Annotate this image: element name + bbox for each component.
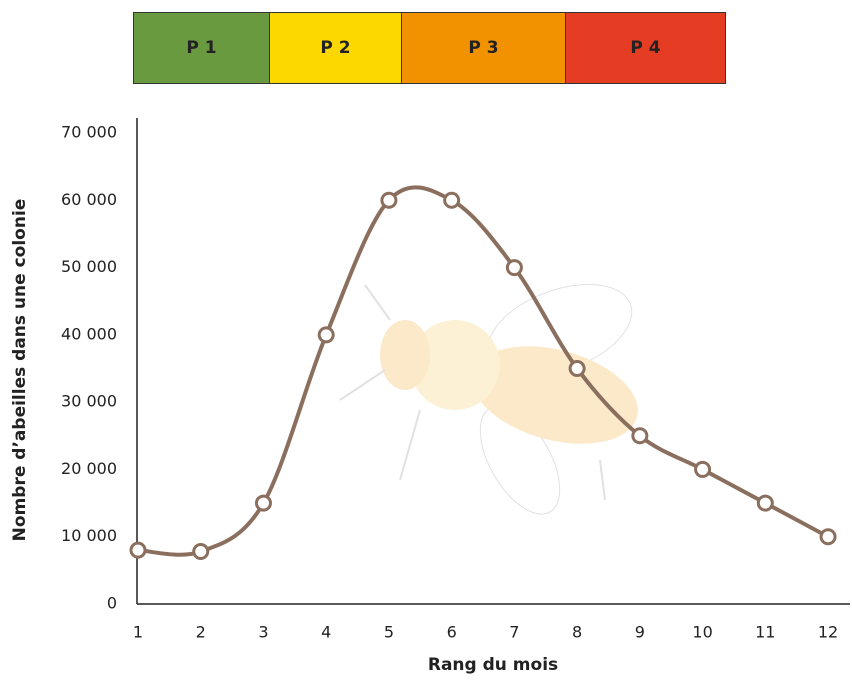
point bbox=[568, 360, 586, 377]
point bbox=[129, 541, 147, 559]
x-tick-label: 11 bbox=[755, 623, 775, 642]
x-tick-label: 4 bbox=[321, 623, 331, 642]
x-tick-label: 2 bbox=[196, 623, 206, 642]
point bbox=[631, 427, 649, 445]
y-tick-label: 20 000 bbox=[61, 459, 117, 478]
point bbox=[819, 528, 837, 546]
y-tick-label: 40 000 bbox=[61, 324, 117, 343]
y-tick-label: 0 bbox=[107, 594, 117, 613]
x-tick-label: 7 bbox=[509, 623, 519, 642]
period-band: P 2 bbox=[269, 12, 402, 84]
bee-illustration bbox=[339, 283, 638, 515]
x-tick-label: 1 bbox=[133, 623, 143, 642]
x-tick-label: 10 bbox=[692, 623, 712, 642]
y-tick-label: 60 000 bbox=[61, 190, 117, 209]
y-tick-label: 30 000 bbox=[61, 392, 117, 411]
x-tick-label: 3 bbox=[258, 623, 268, 642]
period-band: P 3 bbox=[401, 12, 566, 84]
point bbox=[192, 543, 210, 561]
x-tick-label: 12 bbox=[818, 623, 838, 642]
period-band: P 4 bbox=[565, 12, 726, 84]
point bbox=[443, 191, 461, 209]
point bbox=[756, 494, 774, 512]
point bbox=[380, 191, 398, 209]
x-axis-title: Rang du mois bbox=[428, 655, 558, 675]
point bbox=[505, 259, 523, 277]
y-tick-label: 10 000 bbox=[61, 526, 117, 545]
point bbox=[254, 494, 272, 512]
x-tick-label: 9 bbox=[635, 623, 645, 642]
x-tick-label: 8 bbox=[572, 623, 582, 642]
point bbox=[317, 326, 335, 344]
x-tick-label: 5 bbox=[384, 623, 394, 642]
x-tick-label: 6 bbox=[447, 623, 457, 642]
y-tick-label: 50 000 bbox=[61, 257, 117, 276]
y-axis-title: Nombre d’abeilles dans une colonie bbox=[10, 199, 30, 542]
point bbox=[694, 460, 712, 478]
y-tick-label: 70 000 bbox=[61, 123, 117, 142]
period-band: P 1 bbox=[133, 12, 270, 84]
